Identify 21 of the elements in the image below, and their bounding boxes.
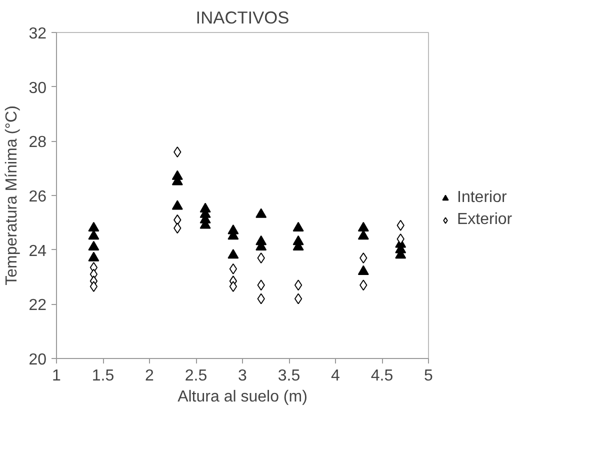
x-tick-label: 2.5 <box>184 368 208 384</box>
chart-title: INACTIVOS <box>196 8 290 28</box>
x-tick-label: 5 <box>424 368 434 384</box>
x-tick-label: 3.5 <box>278 368 300 384</box>
x-tick-label: 3 <box>238 368 248 384</box>
y-axis-title: Temperatura Mínima (°C) <box>4 106 21 286</box>
x-tick-label: 4.5 <box>370 368 394 384</box>
y-tick-label: 22 <box>28 297 47 314</box>
x-tick-label: 1.5 <box>92 368 114 384</box>
legend-label: Interior <box>457 189 507 207</box>
x-tick-label: 2 <box>145 368 154 384</box>
x-tick-label: 4 <box>331 368 340 384</box>
y-tick-label: 32 <box>28 26 47 42</box>
legend-label: Exterior <box>457 211 512 229</box>
x-tick-label: 1 <box>52 368 62 384</box>
y-tick-label: 20 <box>28 352 47 368</box>
y-tick-label: 30 <box>28 80 47 97</box>
y-tick-label: 24 <box>28 242 47 260</box>
x-axis-title: Altura al suelo (m) <box>178 388 308 406</box>
y-tick-label: 28 <box>28 134 47 152</box>
y-tick-label: 26 <box>28 188 47 206</box>
